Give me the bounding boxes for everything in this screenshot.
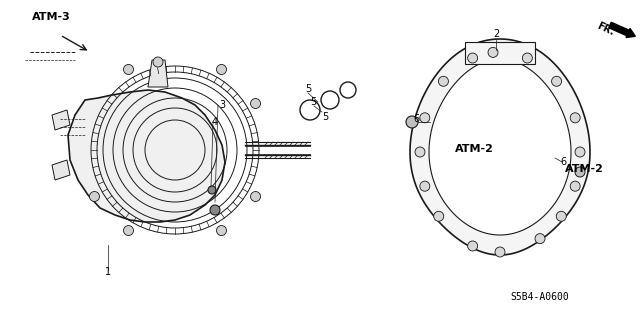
Text: 4: 4 bbox=[212, 117, 218, 127]
Circle shape bbox=[420, 181, 430, 191]
Text: 5: 5 bbox=[310, 97, 316, 107]
Text: ATM-3: ATM-3 bbox=[32, 12, 71, 22]
Polygon shape bbox=[52, 160, 70, 180]
Circle shape bbox=[522, 53, 532, 63]
Circle shape bbox=[210, 205, 220, 215]
Circle shape bbox=[552, 76, 561, 86]
Polygon shape bbox=[410, 39, 590, 255]
Circle shape bbox=[216, 64, 227, 75]
Text: 6: 6 bbox=[560, 157, 566, 167]
Polygon shape bbox=[52, 110, 70, 130]
Circle shape bbox=[415, 147, 425, 157]
Circle shape bbox=[495, 247, 505, 257]
Text: S5B4-A0600: S5B4-A0600 bbox=[510, 292, 569, 302]
Circle shape bbox=[216, 226, 227, 236]
Circle shape bbox=[406, 116, 418, 128]
Text: 5: 5 bbox=[305, 84, 311, 94]
FancyBboxPatch shape bbox=[465, 42, 535, 64]
Circle shape bbox=[124, 226, 134, 236]
Circle shape bbox=[468, 241, 477, 251]
FancyArrow shape bbox=[609, 22, 636, 37]
Circle shape bbox=[575, 167, 585, 177]
Circle shape bbox=[570, 181, 580, 191]
Circle shape bbox=[250, 99, 260, 108]
Circle shape bbox=[468, 53, 477, 63]
Circle shape bbox=[575, 147, 585, 157]
Text: 2: 2 bbox=[493, 29, 499, 39]
Circle shape bbox=[438, 76, 449, 86]
Circle shape bbox=[488, 47, 498, 57]
Circle shape bbox=[570, 113, 580, 123]
Text: FR.: FR. bbox=[595, 20, 616, 37]
Polygon shape bbox=[429, 59, 571, 235]
Polygon shape bbox=[68, 90, 225, 222]
Circle shape bbox=[420, 113, 430, 123]
Circle shape bbox=[153, 57, 163, 67]
Text: 6: 6 bbox=[413, 114, 419, 124]
Text: 1: 1 bbox=[105, 267, 111, 277]
Circle shape bbox=[124, 64, 134, 75]
Text: ATM-2: ATM-2 bbox=[455, 144, 494, 154]
Text: 5: 5 bbox=[322, 112, 328, 122]
Text: 3: 3 bbox=[219, 100, 225, 110]
Circle shape bbox=[90, 191, 99, 202]
Circle shape bbox=[535, 234, 545, 244]
Text: ATM-2: ATM-2 bbox=[565, 164, 604, 174]
Circle shape bbox=[434, 211, 444, 221]
Circle shape bbox=[556, 211, 566, 221]
Circle shape bbox=[250, 191, 260, 202]
Polygon shape bbox=[148, 60, 168, 87]
Circle shape bbox=[208, 186, 216, 194]
